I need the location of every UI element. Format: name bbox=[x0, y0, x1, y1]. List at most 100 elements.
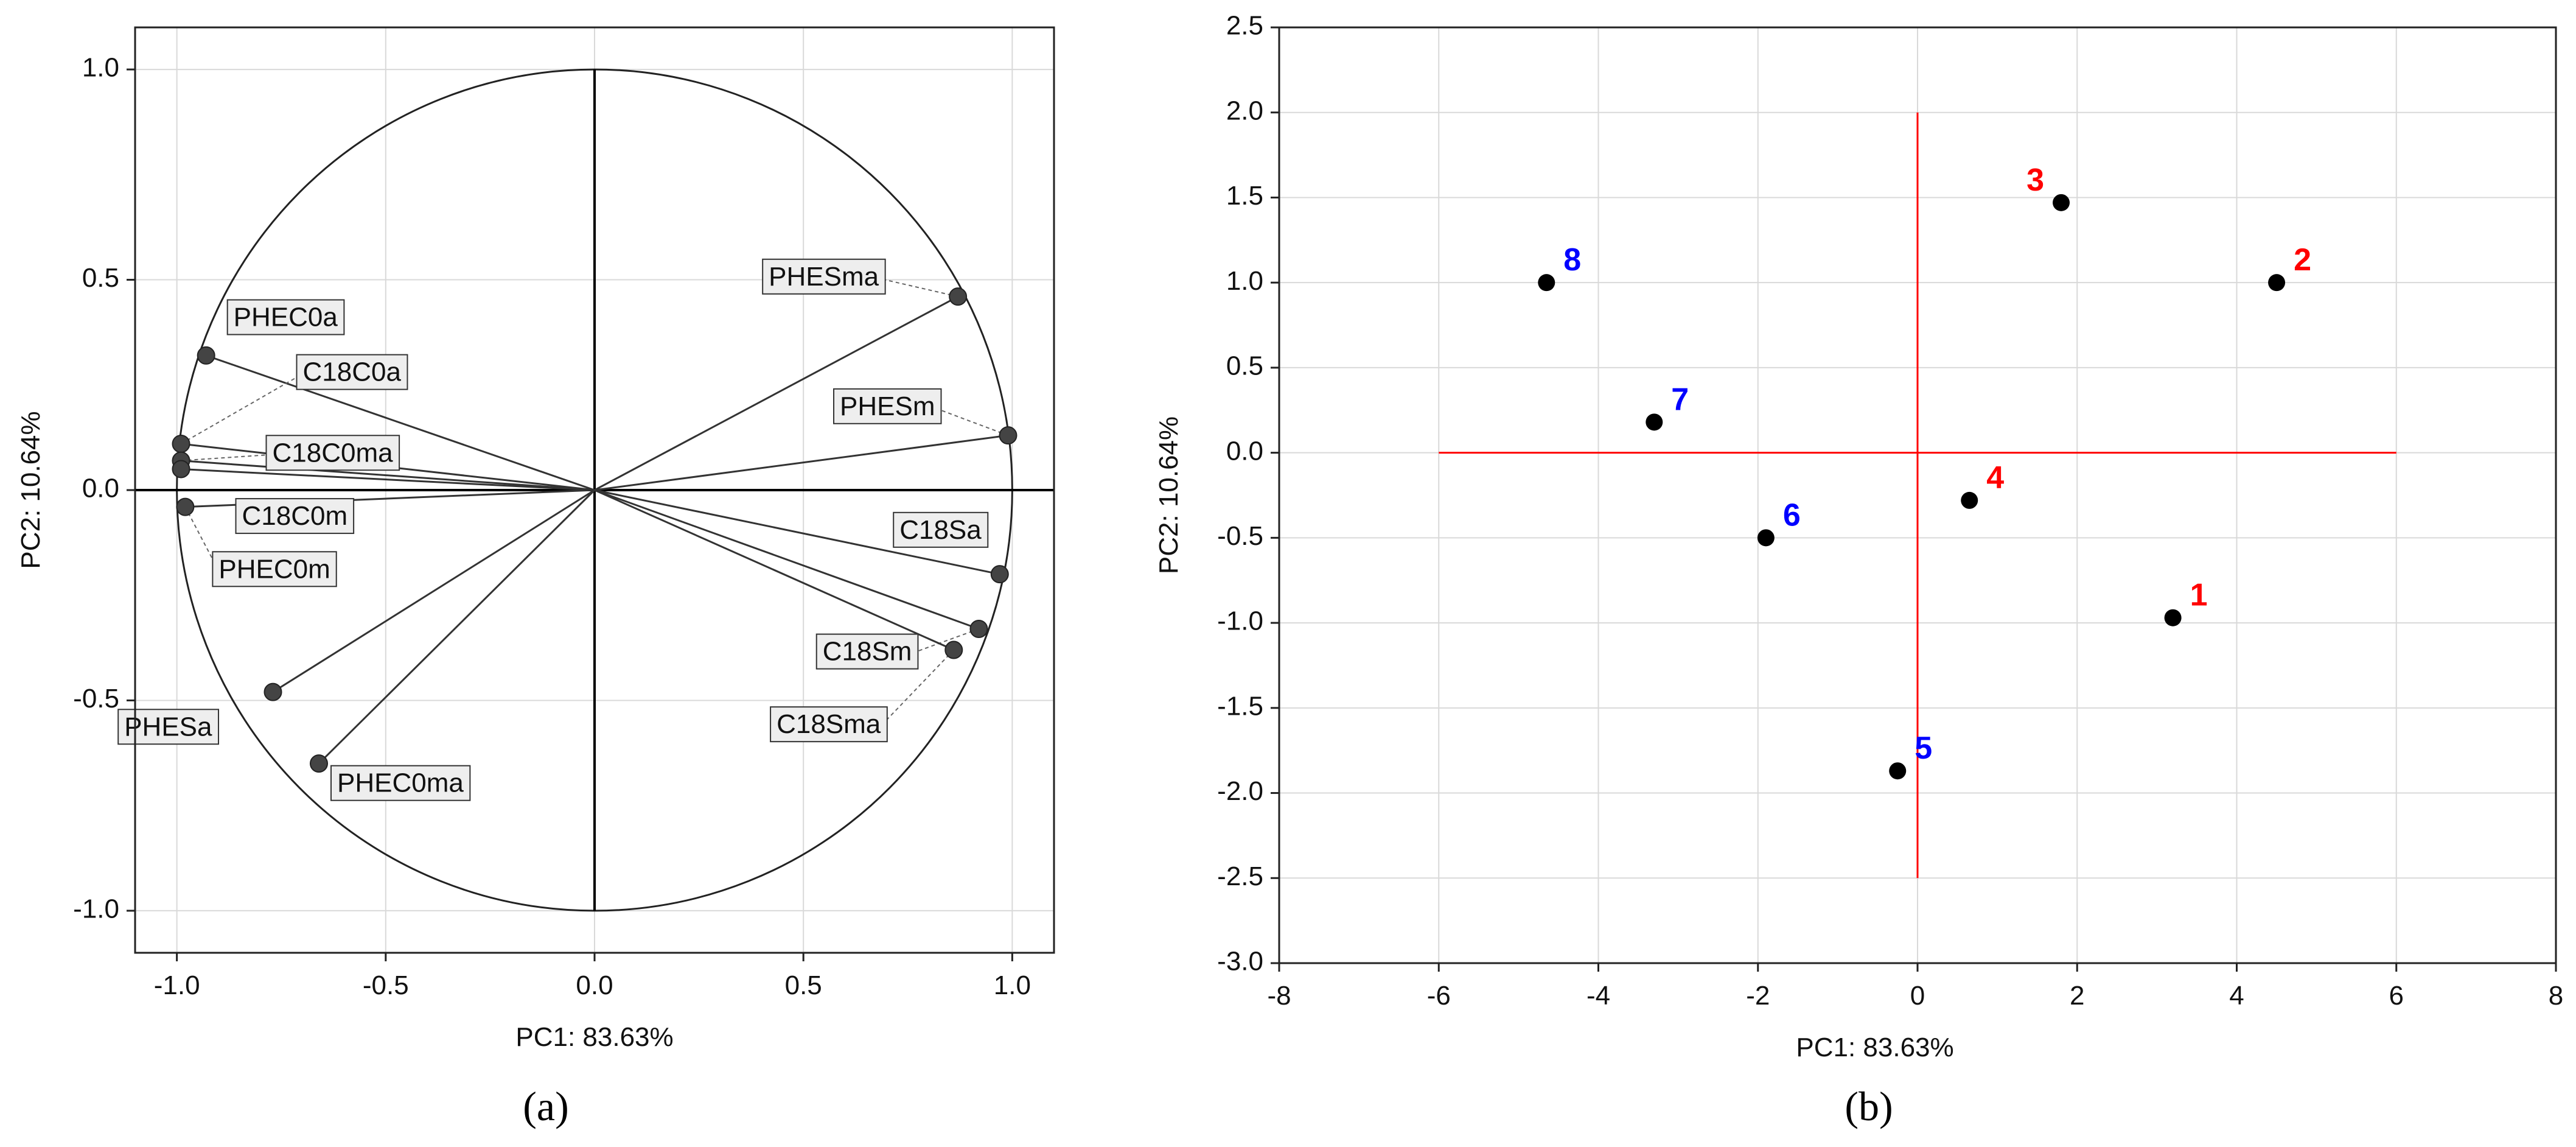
panel-a-x-tick-label: 0.0 bbox=[576, 970, 613, 1000]
score-point bbox=[1538, 274, 1555, 292]
score-point-label: 7 bbox=[1671, 382, 1689, 417]
loading-vector bbox=[181, 460, 595, 491]
variable-label-text: C18Sm bbox=[823, 637, 912, 667]
loading-vector bbox=[594, 434, 1008, 491]
panel-a-loading-points bbox=[172, 287, 1017, 773]
panel-b-x-axis-title: PC1: 83.63% bbox=[1796, 1033, 1953, 1062]
score-point-label: 3 bbox=[2026, 163, 2044, 198]
variable-label-box bbox=[226, 299, 345, 335]
panel-b-label: (b) bbox=[1845, 1083, 1893, 1129]
panel-b-x-tick-label: -8 bbox=[1267, 981, 1291, 1011]
score-point bbox=[1961, 491, 1978, 509]
variable-label-text: PHESma bbox=[769, 262, 879, 292]
panel-b-y-tick-label: 0.0 bbox=[1226, 436, 1263, 466]
panel-b-y-tick-label: -0.5 bbox=[1217, 521, 1263, 551]
loading-point bbox=[172, 435, 190, 453]
panel-b-y-tick-label: 2.5 bbox=[1226, 11, 1263, 41]
panel-b-y-tick-label: -1.5 bbox=[1217, 691, 1263, 721]
panel-a-x-tick-label: -1.0 bbox=[154, 970, 200, 1000]
loading-vector bbox=[594, 489, 954, 651]
loading-point bbox=[310, 754, 328, 773]
panel-b-y-tick-label: 1.0 bbox=[1226, 266, 1263, 296]
loading-vector bbox=[272, 489, 595, 693]
panel-b-scores-plot: 1 2 3 4 5 6 7 8 -8 -6 -4 -2 0 2 4 6 8 -3.0 -2.5 -2.0 -1.5 -1… bbox=[1154, 11, 2563, 1129]
label-leader-line bbox=[181, 454, 273, 461]
variable-label-text: C18C0ma bbox=[273, 438, 394, 468]
score-point-label: 8 bbox=[1563, 242, 1581, 278]
variable-label-box bbox=[296, 354, 408, 390]
panel-b-plot-area: 1 2 3 4 5 6 7 8 bbox=[1439, 112, 2396, 879]
panel-b-x-tick-label: 0 bbox=[1910, 981, 1925, 1011]
panel-b-x-tick-label: -6 bbox=[1427, 981, 1451, 1011]
loading-vector bbox=[594, 489, 979, 630]
label-leader-line bbox=[181, 373, 303, 444]
panel-a-y-tick-label: -0.5 bbox=[73, 684, 119, 714]
loading-vector bbox=[594, 489, 1000, 575]
panel-b-y-tick-label: 0.5 bbox=[1226, 351, 1263, 381]
panel-b-x-tick-label: 4 bbox=[2229, 981, 2244, 1011]
variable-label-text: C18C0a bbox=[303, 357, 402, 387]
variable-label-box bbox=[770, 706, 888, 743]
panel-b-y-tick-label: 2.0 bbox=[1226, 96, 1263, 125]
loading-point bbox=[197, 346, 215, 365]
panel-a-plot-area: PHEC0a C18C0a C18C0ma C18C0m PHEC0m PHESma PHE… bbox=[117, 68, 1054, 912]
label-leader-line bbox=[184, 507, 220, 572]
loading-point bbox=[990, 565, 1009, 584]
score-point-label: 6 bbox=[1783, 497, 1801, 533]
variable-label-text: PHEC0m bbox=[218, 554, 330, 584]
panel-a-y-tick-label: 1.0 bbox=[82, 53, 119, 83]
panel-a-variable-labels: PHEC0a C18C0a C18C0ma C18C0m PHEC0m PHESma PHE… bbox=[117, 258, 989, 801]
panel-b-y-axis-title: PC2: 10.64% bbox=[1154, 416, 1184, 574]
panel-b-y-tick-label: -3.0 bbox=[1217, 947, 1263, 977]
panel-a-loadings-plot: PHEC0a C18C0a C18C0ma C18C0m PHEC0m PHESma PHE… bbox=[16, 26, 1055, 1129]
loading-point bbox=[949, 287, 968, 306]
variable-label-text: PHEC0ma bbox=[337, 768, 464, 798]
score-point-label: 2 bbox=[2294, 242, 2311, 278]
panel-a-x-tick-label: 0.5 bbox=[785, 970, 822, 1000]
panel-a-y-tick-label: 0.5 bbox=[82, 263, 119, 293]
panel-a-x-tick-label: 1.0 bbox=[994, 970, 1031, 1000]
variable-label: C18C0a bbox=[296, 354, 408, 390]
loading-point bbox=[944, 640, 963, 659]
variable-label-box bbox=[212, 551, 337, 588]
variable-label: PHESa bbox=[117, 709, 220, 745]
score-point-label: 5 bbox=[1915, 731, 1932, 766]
loading-vector bbox=[594, 295, 958, 491]
score-point bbox=[1646, 413, 1663, 431]
score-point bbox=[2053, 194, 2070, 211]
variable-label: PHEC0a bbox=[226, 299, 345, 335]
panel-a-ticks: -1.0 -0.5 0.0 0.5 1.0 -1.0 -0.5 0.0 0.5 1.0 bbox=[73, 53, 1031, 1000]
panel-b-x-tick-label: 8 bbox=[2549, 981, 2563, 1011]
score-point bbox=[1757, 529, 1775, 547]
panel-a-y-tick-label: -1.0 bbox=[73, 894, 119, 924]
score-point-label: 1 bbox=[2190, 578, 2208, 613]
loading-point bbox=[176, 497, 195, 516]
label-leader-line bbox=[935, 407, 1008, 437]
panel-b-y-tick-label: -2.0 bbox=[1217, 776, 1263, 806]
loading-point bbox=[264, 682, 282, 701]
panel-a-y-tick-label: 0.0 bbox=[82, 474, 119, 503]
panel-b-x-tick-label: 2 bbox=[2070, 981, 2084, 1011]
label-leader-line bbox=[880, 649, 954, 727]
panel-a-y-axis-title: PC2: 10.64% bbox=[16, 411, 46, 569]
variable-label-box bbox=[330, 765, 471, 801]
variable-label: PHEC0ma bbox=[330, 765, 471, 801]
variable-label-text: PHEC0a bbox=[234, 303, 338, 332]
variable-label: C18Sa bbox=[893, 511, 989, 548]
variable-label-text: C18Sma bbox=[777, 709, 881, 739]
variable-label-box bbox=[265, 435, 400, 471]
variable-label: PHESma bbox=[762, 258, 886, 295]
label-leader-line bbox=[878, 278, 958, 298]
loading-vector bbox=[181, 468, 595, 491]
variable-label-text: C18Sa bbox=[899, 515, 982, 545]
panel-b-x-tick-label: 6 bbox=[2389, 981, 2404, 1011]
panel-a-label: (a) bbox=[523, 1083, 568, 1129]
score-point bbox=[1889, 762, 1907, 780]
panel-b-y-tick-label: -1.0 bbox=[1217, 606, 1263, 636]
variable-label-text: PHESm bbox=[840, 391, 935, 421]
loading-point bbox=[969, 620, 988, 638]
panel-b-x-tick-label: -4 bbox=[1586, 981, 1610, 1011]
variable-label: C18C0m bbox=[235, 498, 355, 535]
variable-label-text: PHESa bbox=[124, 712, 212, 742]
variable-label-box bbox=[893, 511, 989, 548]
